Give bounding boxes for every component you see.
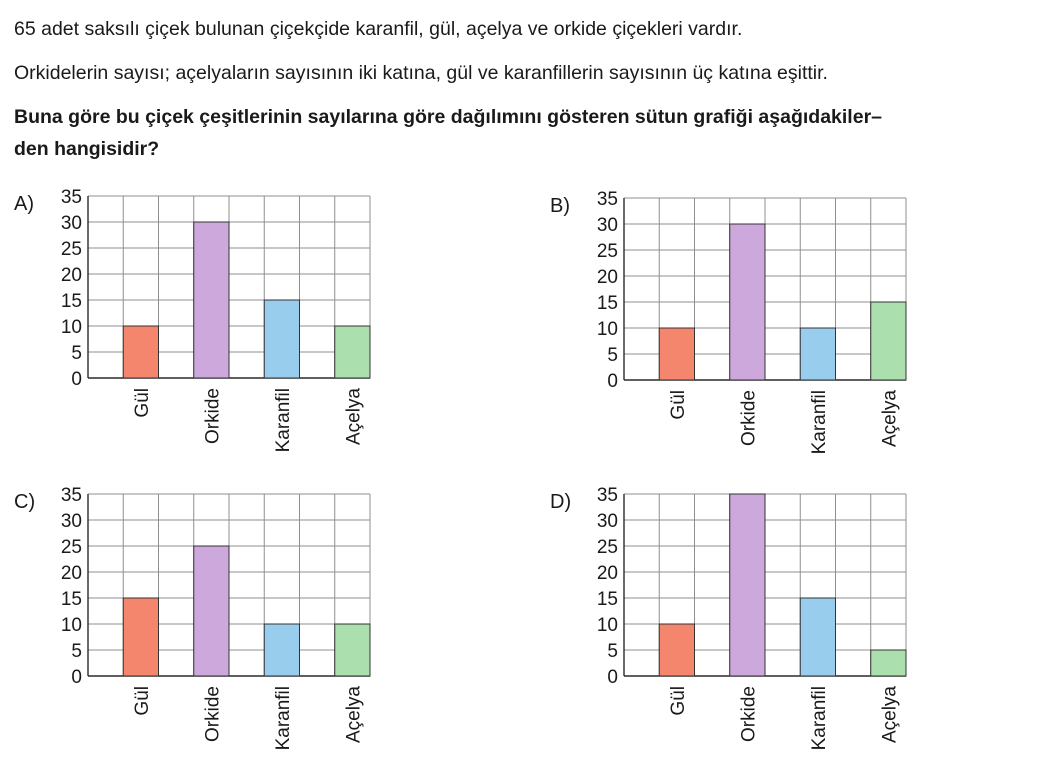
bar-gül[interactable] [658,327,695,381]
y-tick-label: 25 [61,239,82,260]
bar-orkide[interactable] [729,223,766,381]
bar-açelya[interactable] [870,649,907,677]
y-tick-label: 25 [597,241,618,262]
y-tick-label: 15 [61,291,82,312]
y-tick-label: 10 [597,615,618,636]
bar-karanfil[interactable] [263,299,300,379]
y-tick-label: 20 [61,563,82,584]
y-tick-label: 10 [597,319,618,340]
bar-karanfil[interactable] [799,327,836,381]
chart-option-d[interactable]: D) 0 5 10 15 20 25 30 35 Gül Orkide Karanfil Açelya [544,478,924,768]
y-tick-label: 20 [61,265,82,286]
x-category-label: Açelya [343,388,364,445]
y-tick-label: 35 [61,485,82,506]
y-tick-label: 5 [607,641,618,662]
bar-karanfil[interactable] [799,597,836,677]
x-category-label: Orkide [738,686,759,742]
y-tick-label: 30 [597,511,618,532]
option-letter: B) [550,195,570,217]
x-category-label: Gül [668,686,689,716]
bar-açelya[interactable] [334,623,371,677]
x-category-label: Gül [132,686,153,716]
bar-açelya[interactable] [334,325,371,379]
bar-orkide[interactable] [193,545,230,677]
question-line-3: Buna göre bu çiçek çeşitlerinin sayıları… [14,106,883,128]
x-category-label: Karanfil [809,390,830,454]
y-tick-label: 15 [597,589,618,610]
x-category-label: Karanfil [273,388,294,452]
y-tick-label: 35 [597,189,618,210]
y-tick-label: 10 [61,615,82,636]
question-line-4: den hangisidir? [14,138,160,160]
y-tick-label: 5 [71,343,82,364]
question-line-1: 65 adet saksılı çiçek bulunan çiçekçide … [14,18,743,40]
y-tick-label: 15 [61,589,82,610]
y-tick-label: 15 [597,293,618,314]
bar-gül[interactable] [122,597,159,677]
y-tick-label: 30 [61,511,82,532]
y-tick-label: 20 [597,563,618,584]
y-tick-label: 25 [61,537,82,558]
bar-orkide[interactable] [193,221,230,379]
x-category-label: Karanfil [273,686,294,750]
y-tick-label: 30 [597,215,618,236]
chart-option-b[interactable]: B) 0 5 10 15 20 25 30 35 Gül Orkide Karanfil Açelya [544,182,924,472]
y-tick-label: 20 [597,267,618,288]
chart-option-a[interactable]: A) 0 5 10 15 20 25 30 35 Gül Orkide Karanfil Açelya [8,180,388,470]
y-tick-label: 25 [597,537,618,558]
question-line-2: Orkidelerin sayısı; açelyaların sayısını… [14,62,828,84]
chart-option-c[interactable]: C) 0 5 10 15 20 25 30 35 Gül Orkide Karanfil Açelya [8,478,388,768]
x-category-label: Açelya [343,686,364,743]
x-category-label: Orkide [202,388,223,444]
x-category-label: Orkide [738,390,759,446]
bar-orkide[interactable] [729,493,766,677]
x-category-label: Gül [132,388,153,418]
y-tick-label: 35 [597,485,618,506]
y-tick-label: 0 [71,369,82,390]
x-category-label: Karanfil [809,686,830,750]
y-tick-label: 10 [61,317,82,338]
x-category-label: Gül [668,390,689,420]
bar-açelya[interactable] [870,301,907,381]
x-category-label: Orkide [202,686,223,742]
x-category-label: Açelya [879,390,900,447]
x-category-label: Açelya [879,686,900,743]
y-tick-label: 35 [61,187,82,208]
y-tick-label: 5 [607,345,618,366]
option-letter: A) [14,193,34,215]
bar-gül[interactable] [658,623,695,677]
bar-karanfil[interactable] [263,623,300,677]
option-letter: C) [14,491,35,513]
bar-gül[interactable] [122,325,159,379]
y-tick-label: 0 [71,667,82,688]
y-tick-label: 0 [607,371,618,392]
y-tick-label: 30 [61,213,82,234]
y-tick-label: 0 [607,667,618,688]
option-letter: D) [550,491,571,513]
y-tick-label: 5 [71,641,82,662]
